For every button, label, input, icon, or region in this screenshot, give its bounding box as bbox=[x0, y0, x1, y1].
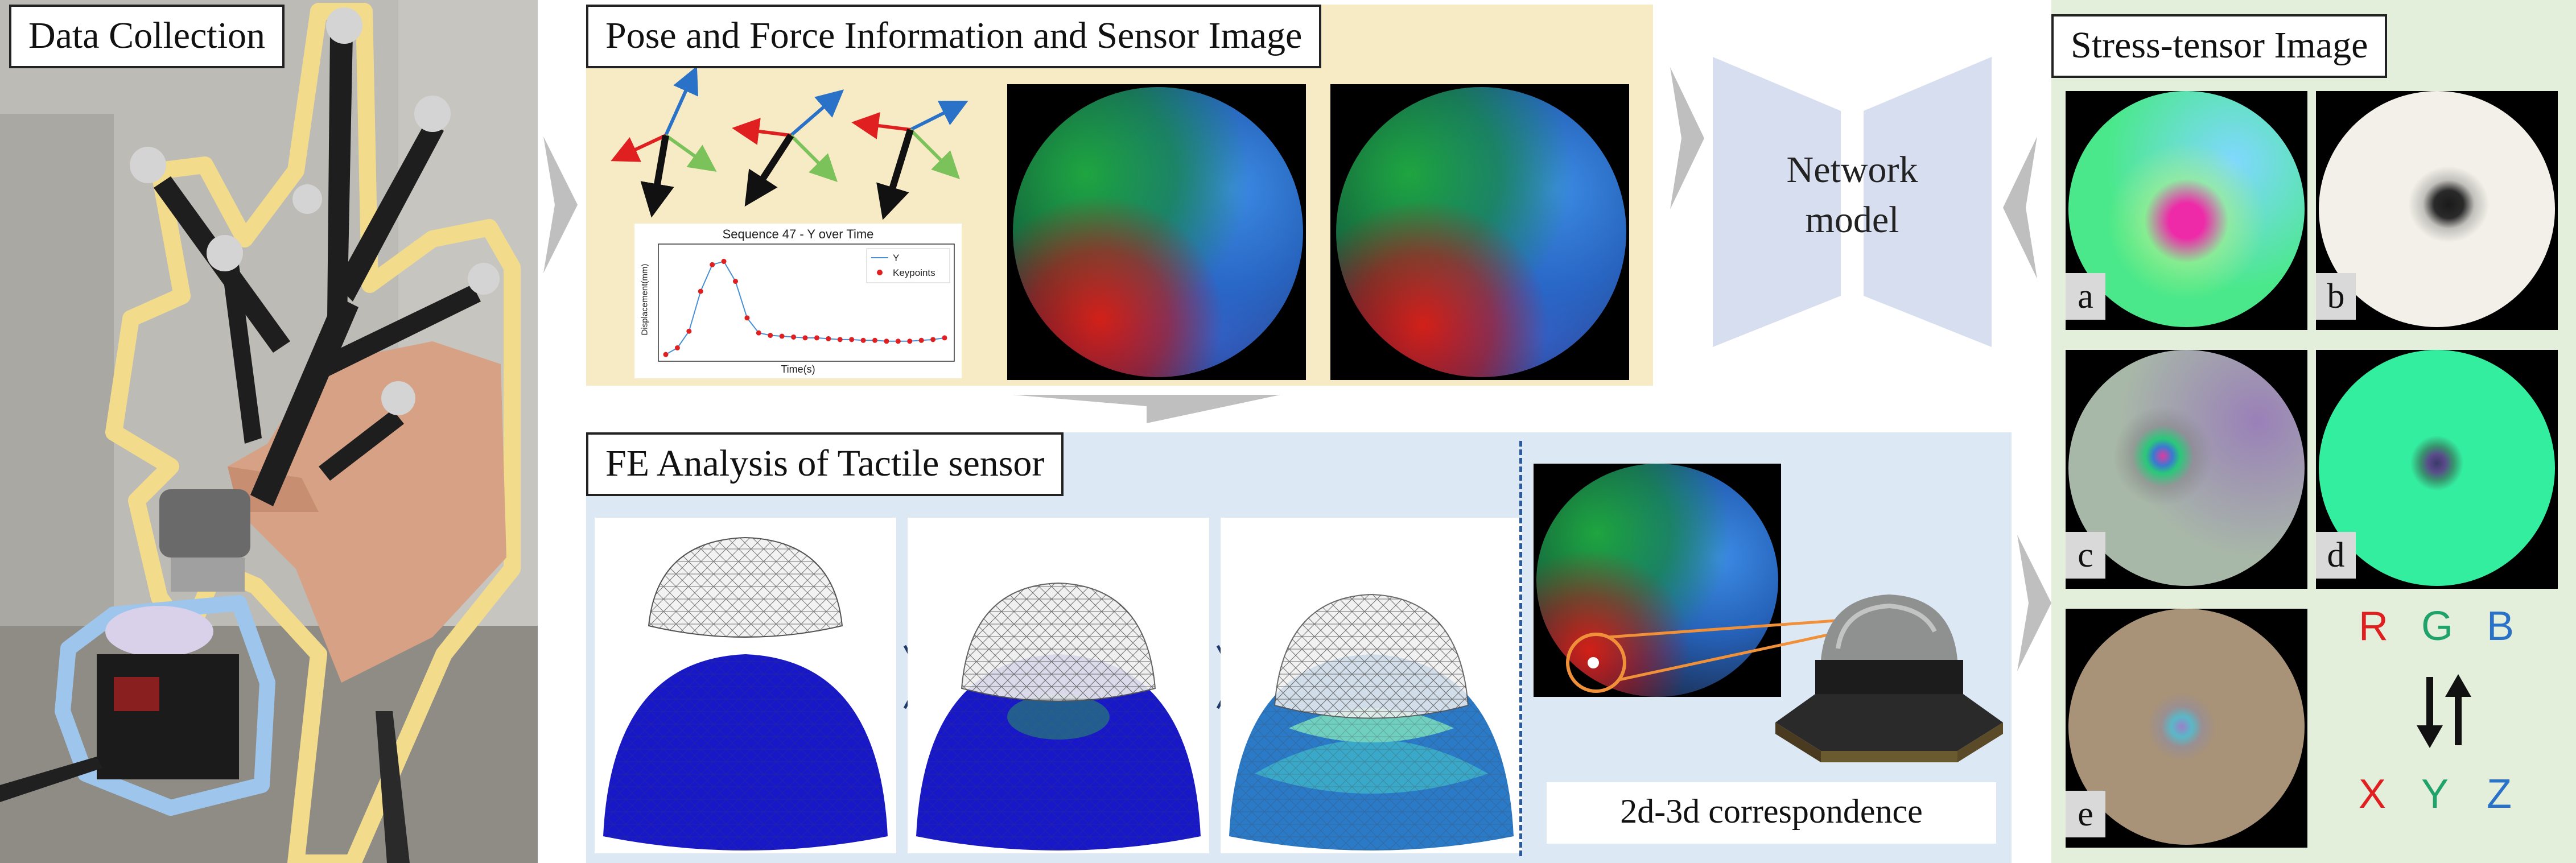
pose-force-title: Pose and Force Information and Sensor Im… bbox=[586, 5, 1322, 68]
keypoint-marker bbox=[674, 345, 680, 350]
legend-y-axis: Y bbox=[2421, 771, 2449, 817]
keypoint-marker bbox=[791, 334, 797, 340]
keypoint-marker bbox=[744, 315, 750, 321]
keypoint-marker bbox=[733, 279, 738, 284]
arrow-pose-to-network bbox=[1670, 67, 1704, 209]
fe-step-1 bbox=[595, 518, 896, 853]
keypoint-marker bbox=[826, 336, 831, 341]
legend-b: B bbox=[2487, 604, 2515, 649]
stress-label-a: a bbox=[2066, 273, 2105, 320]
fe-step-3 bbox=[1221, 518, 1522, 853]
stress-tensor-title: Stress-tensor Image bbox=[2051, 14, 2388, 78]
correspondence-sensor-image bbox=[1534, 464, 1781, 697]
network-model-label: Network model bbox=[1713, 145, 1992, 245]
sensor-image-1 bbox=[1007, 84, 1306, 380]
sensor-image-2 bbox=[1330, 84, 1629, 380]
legend-g: G bbox=[2421, 604, 2454, 649]
stress-label-d: d bbox=[2316, 532, 2356, 579]
keypoint-marker bbox=[779, 333, 785, 339]
stress-tensor-panel: a b c d e R G B X Y Z Stress-tensor Imag… bbox=[2051, 0, 2576, 863]
keypoint-marker bbox=[860, 337, 866, 343]
chart-xlabel: Time(s) bbox=[781, 364, 815, 375]
network-label-line2: model bbox=[1805, 199, 1899, 241]
legend-r: R bbox=[2359, 604, 2388, 649]
stress-label-b: b bbox=[2316, 273, 2356, 320]
keypoint-marker bbox=[942, 335, 947, 341]
data-collection-panel: Data Collection bbox=[0, 0, 538, 863]
displacement-chart: Sequence 47 - Y over Time Time(s) Displa… bbox=[634, 224, 962, 378]
keypoint-marker bbox=[698, 288, 703, 294]
legend-y: Y bbox=[893, 253, 899, 263]
stress-label-c: c bbox=[2066, 532, 2105, 579]
data-collection-photo bbox=[0, 0, 538, 863]
chart-axes-frame bbox=[658, 243, 955, 362]
keypoint-marker bbox=[918, 337, 924, 343]
fe-analysis-title: FE Analysis of Tactile sensor bbox=[586, 432, 1064, 496]
fe-analysis-panel: 2d-3d correspondence FE Analysis of Tact… bbox=[586, 432, 2012, 863]
legend-x: X bbox=[2359, 771, 2387, 817]
stress-label-e: e bbox=[2066, 791, 2105, 837]
keypoint-marker bbox=[721, 258, 727, 264]
arrow-stress-to-network bbox=[2003, 137, 2037, 279]
keypoint-marker bbox=[686, 328, 692, 334]
coordinate-frames bbox=[611, 67, 968, 220]
chart-legend: Y Keypoints bbox=[866, 248, 950, 283]
fe-separator bbox=[1519, 441, 1522, 856]
keypoint-marker bbox=[802, 335, 808, 341]
stress-image-e: e bbox=[2066, 609, 2307, 848]
chart-plot: Y Keypoints bbox=[658, 243, 955, 362]
legend-keypoints: Keypoints bbox=[893, 267, 935, 278]
keypoint-marker bbox=[814, 335, 819, 341]
correspondence-label-box bbox=[1547, 782, 1996, 844]
keypoint-marker bbox=[907, 338, 913, 344]
stress-image-b: b bbox=[2316, 91, 2558, 330]
keypoint-marker bbox=[710, 262, 715, 267]
chart-title: Sequence 47 - Y over Time bbox=[722, 227, 874, 241]
legend-z: Z bbox=[2487, 771, 2512, 817]
network-label-line1: Network bbox=[1786, 149, 1918, 191]
stress-image-d: d bbox=[2316, 350, 2558, 589]
keypoint-marker bbox=[884, 338, 889, 344]
stress-image-a: a bbox=[2066, 91, 2307, 330]
keypoint-marker bbox=[837, 337, 843, 342]
keypoint-marker bbox=[756, 330, 761, 336]
pose-force-panel: Sequence 47 - Y over Time Time(s) Displa… bbox=[586, 5, 1653, 386]
conversion-arrows-icon bbox=[2417, 674, 2471, 748]
stress-image-c: c bbox=[2066, 350, 2307, 589]
keypoint-marker bbox=[663, 352, 669, 357]
keypoint-marker bbox=[895, 338, 901, 344]
arrow-collection-to-pose bbox=[543, 137, 578, 273]
network-model-shape bbox=[1713, 57, 1992, 347]
fe-step-2 bbox=[908, 518, 1209, 853]
keypoint-marker bbox=[872, 337, 877, 343]
keypoint-marker bbox=[930, 337, 936, 342]
keypoint-marker bbox=[849, 337, 855, 342]
correspondence-label: 2d-3d correspondence bbox=[1620, 792, 1923, 830]
keypoint-marker bbox=[768, 333, 773, 338]
data-collection-title: Data Collection bbox=[9, 5, 285, 68]
arrow-fe-to-stress bbox=[2017, 535, 2051, 671]
tactile-sensor-hardware bbox=[1775, 594, 2003, 762]
arrow-pose-to-fe bbox=[1013, 395, 1280, 423]
